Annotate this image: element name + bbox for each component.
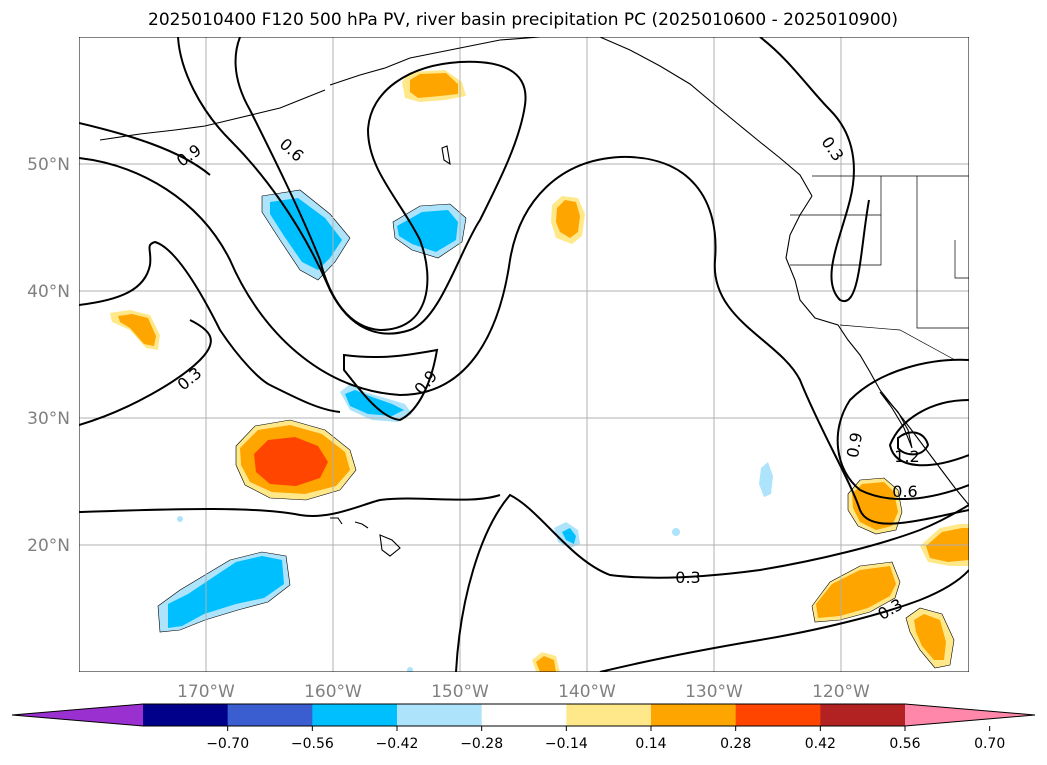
latitude-tick-labels: 50°N 40°N 30°N 20°N xyxy=(27,155,70,556)
longitude-tick-labels: 170°W 160°W 150°W 140°W 130°W 120°W xyxy=(177,682,870,702)
contour-label: 0.3 xyxy=(675,568,700,587)
contour-label: 0.9 xyxy=(843,431,866,459)
lon-tick-label: 170°W xyxy=(177,682,235,702)
lat-tick-label: 20°N xyxy=(27,536,70,556)
contour-label: 1.2 xyxy=(894,447,919,466)
contour-label: 0.6 xyxy=(892,482,917,501)
colorbar-segment xyxy=(481,704,567,726)
lat-tick-label: 50°N xyxy=(27,155,70,175)
colorbar-segment xyxy=(227,704,313,726)
colorbar-tick-label: −0.14 xyxy=(545,736,588,752)
colorbar-tick-label: 0.42 xyxy=(805,736,836,752)
colorbar-tick-label: 0.14 xyxy=(635,736,666,752)
lon-tick-label: 150°W xyxy=(431,682,489,702)
lon-tick-label: 130°W xyxy=(685,682,743,702)
colorbar-segment xyxy=(651,704,737,726)
colorbar-segment xyxy=(397,704,483,726)
lon-tick-label: 120°W xyxy=(812,682,870,702)
colorbar-extend-min xyxy=(12,704,143,726)
pv-contours xyxy=(79,37,969,672)
colorbar-segment xyxy=(566,704,652,726)
colorbar: −0.70 −0.56 −0.42 −0.28 −0.14 0.14 0.28 0.42 0.5… xyxy=(11,703,1036,752)
lon-tick-label: 140°W xyxy=(558,682,616,702)
colorbar-segment xyxy=(312,704,398,726)
colorbar-tick-label: −0.70 xyxy=(206,736,249,752)
colorbar-tick-label: −0.28 xyxy=(460,736,503,752)
colorbar-extend-max xyxy=(905,704,1035,726)
colorbar-tick-label: −0.42 xyxy=(376,736,419,752)
map-title: 2025010400 F120 500 hPa PV, river basin … xyxy=(148,10,898,30)
lat-tick-label: 40°N xyxy=(27,282,70,302)
colorbar-outline xyxy=(11,703,1036,727)
colorbar-segment xyxy=(143,704,229,726)
lon-tick-label: 160°W xyxy=(304,682,362,702)
lat-tick-label: 30°N xyxy=(27,409,70,429)
precip-anomaly-shading xyxy=(110,70,969,672)
colorbar-tick-label: −0.56 xyxy=(291,736,334,752)
gridlines xyxy=(79,37,969,672)
colorbar-segment xyxy=(820,704,906,726)
coastlines xyxy=(99,37,969,557)
colorbar-tick-label: 0.70 xyxy=(974,736,1005,752)
map-panel[interactable]: 0.9 0.6 0.3 0.3 0.9 0.3 0.3 0.9 1.2 0.6 xyxy=(79,37,969,673)
shading-outlines xyxy=(157,189,955,669)
colorbar-tick-label: 0.56 xyxy=(889,736,920,752)
colorbar-tick-label: 0.28 xyxy=(720,736,751,752)
colorbar-segment xyxy=(735,704,821,726)
